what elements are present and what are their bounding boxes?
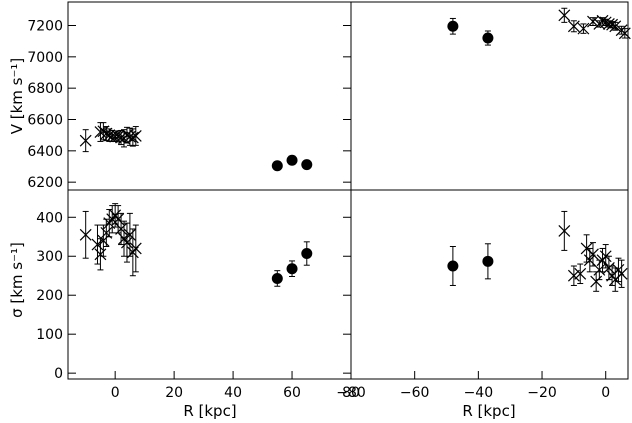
data-point-cross xyxy=(567,269,580,282)
data-point-cross xyxy=(558,224,571,237)
y-tick-label: 100 xyxy=(36,327,63,343)
data-point-cross xyxy=(91,238,104,251)
panel-frame xyxy=(350,1,629,191)
data-point-cross xyxy=(100,127,113,140)
data-point-cross xyxy=(129,242,142,255)
x-tick-label: −60 xyxy=(400,385,430,401)
x-tick-label: 80 xyxy=(342,385,360,401)
data-point-circle xyxy=(271,272,283,284)
x-tick-label: 0 xyxy=(601,385,610,401)
y-tick-label: 0 xyxy=(54,366,63,382)
data-point-circle xyxy=(447,20,459,32)
panel-frame xyxy=(67,189,352,380)
y-tick-label: 6600 xyxy=(27,113,63,129)
data-point-circle xyxy=(482,255,494,267)
data-point-cross xyxy=(587,15,599,28)
x-tick-label: 60 xyxy=(283,385,301,401)
x-tick-label: 0 xyxy=(111,385,120,401)
y-tick-label: 300 xyxy=(36,249,63,265)
y-tick-label: 200 xyxy=(36,288,63,304)
data-point-cross xyxy=(618,27,631,40)
data-point-cross xyxy=(79,228,92,241)
data-point-circle xyxy=(271,160,283,172)
panel-frame xyxy=(350,189,629,380)
x-tick-label: −80 xyxy=(336,385,366,401)
y-tick-label: 7200 xyxy=(27,19,63,35)
y-axis-title-velocity: V [km s⁻¹] xyxy=(8,58,26,135)
data-point-cross xyxy=(126,131,139,144)
panel-bottom-left: 0 100 200 300 400 0 20 40 60 80 xyxy=(36,189,360,401)
panel-top-right xyxy=(350,1,631,191)
data-point-cross xyxy=(609,20,622,33)
data-point-circle xyxy=(286,154,298,166)
x-tick-label: 40 xyxy=(224,385,242,401)
y-axis-title-dispersion: σ [km s⁻¹] xyxy=(8,242,26,318)
y-tick-label: 400 xyxy=(36,210,63,226)
data-point-cross xyxy=(567,20,580,33)
y-tick-label: 6200 xyxy=(27,175,63,191)
data-point-cross xyxy=(123,228,136,241)
x-tick-label: 20 xyxy=(165,385,183,401)
data-point-circle xyxy=(286,263,298,275)
data-point-cross xyxy=(112,213,125,226)
data-point-cross xyxy=(574,267,587,280)
x-axis-title-right: R [kpc] xyxy=(462,402,515,420)
data-point-cross xyxy=(115,223,127,235)
data-point-cross xyxy=(121,236,133,249)
x-axis-title-left: R [kpc] xyxy=(183,402,236,420)
data-point-circle xyxy=(447,260,459,272)
data-point-cross xyxy=(577,22,590,35)
panel-top-left: 6200 6400 6600 6800 7000 7200 xyxy=(27,1,352,191)
y-tick-label: 6800 xyxy=(27,81,63,97)
data-point-circle xyxy=(301,248,313,260)
data-point-cross xyxy=(79,134,92,147)
data-point-cross xyxy=(94,248,107,261)
data-point-cross xyxy=(587,248,599,261)
y-tick-label: 7000 xyxy=(27,50,63,66)
data-point-cross xyxy=(615,267,628,280)
x-tick-label: −20 xyxy=(527,385,557,401)
x-tick-label: −40 xyxy=(464,385,494,401)
panel-bottom-right: −80 −60 −40 −20 0 xyxy=(336,189,629,401)
y-tick-label: 6400 xyxy=(27,144,63,160)
data-point-cross xyxy=(558,9,571,22)
data-point-cross xyxy=(129,130,142,142)
data-point-circle xyxy=(482,32,494,44)
data-point-circle xyxy=(301,159,313,171)
